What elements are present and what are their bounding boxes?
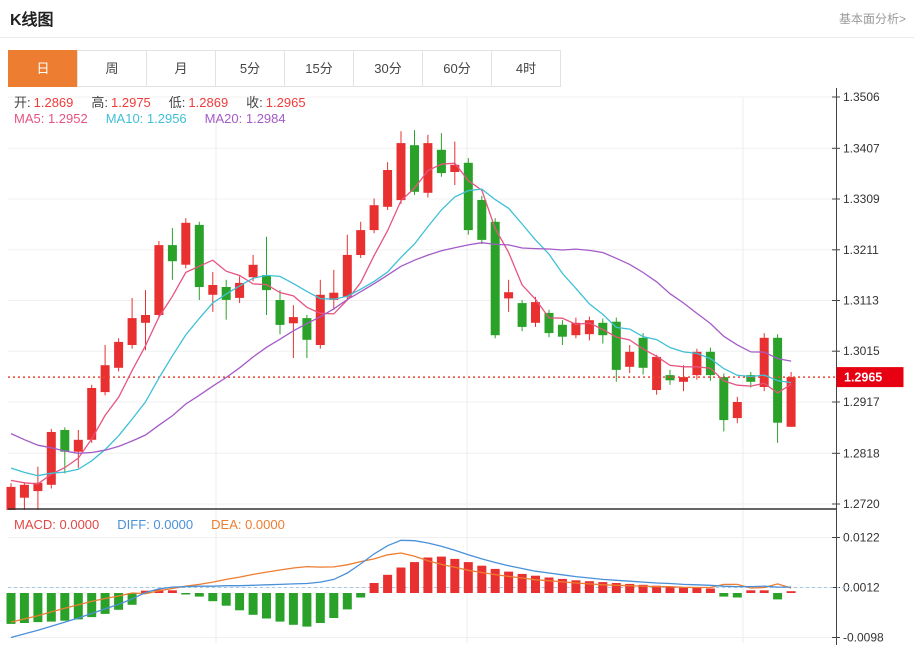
ma-ma10: MA10: 1.2956 — [105, 111, 187, 126]
ohlc-high: 高: 1.2975 — [91, 95, 150, 110]
price-tick: 1.3015 — [843, 344, 880, 358]
ohlc-high-label: 高: — [91, 95, 109, 110]
fundamental-analysis-link[interactable]: 基本面分析> — [838, 12, 906, 26]
ma-ma5: MA5: 1.2952 — [14, 111, 88, 126]
macd-macd: MACD: 0.0000 — [14, 517, 100, 532]
price-tick: 1.3506 — [843, 90, 880, 104]
ohlc-high-value: 1.2975 — [111, 95, 151, 110]
price-tick: 1.3309 — [843, 192, 880, 206]
tab-15min[interactable]: 15分 — [284, 50, 354, 87]
current-price-badge — [836, 367, 904, 388]
macd-diff: DIFF: 0.0000 — [117, 517, 194, 532]
ohlc-open-value: 1.2869 — [33, 95, 74, 110]
tab-5min[interactable]: 5分 — [215, 50, 285, 87]
ohlc-low-value: 1.2869 — [188, 95, 229, 110]
ohlc-close-label: 收: — [246, 95, 263, 110]
ma-legend: MA5: 1.2952 MA10: 1.2956 MA20: 1.2984 — [14, 111, 304, 126]
price-tick: 1.3211 — [843, 243, 879, 257]
timeframe-tabs: 日周月 5分 15分 30分 60分 4时 — [8, 50, 561, 87]
price-tick: 1.2720 — [843, 497, 880, 510]
tab-30min[interactable]: 30分 — [353, 50, 423, 87]
ohlc-open-label: 开: — [14, 95, 31, 110]
price-tick: 1.3113 — [843, 294, 879, 308]
tab-week[interactable]: 周 — [77, 50, 147, 87]
price-tick: 1.2917 — [843, 395, 880, 409]
macd-tick: 0.0012 — [843, 581, 880, 595]
macd-tick: -0.0098 — [843, 631, 884, 645]
macd-tick: 0.0122 — [843, 531, 880, 545]
ohlc-close-value: 1.2965 — [265, 95, 306, 110]
ohlc-close: 收: 1.2965 — [246, 95, 305, 110]
tab-60min[interactable]: 60分 — [422, 50, 492, 87]
tab-month[interactable]: 月 — [146, 50, 216, 87]
price-tick: 1.3407 — [843, 141, 880, 155]
price-tick: 1.2818 — [843, 446, 880, 460]
ohlc-open: 开: 1.2869 — [14, 95, 73, 110]
ohlc-low: 低: 1.2869 — [169, 95, 228, 110]
page-title: K线图 — [10, 12, 54, 29]
current-price-value: 1.2965 — [844, 371, 882, 385]
ohlc-low-label: 低: — [168, 95, 186, 110]
macd-legend: MACD: 0.0000 DIFF: 0.0000 DEA: 0.0000 — [14, 517, 303, 532]
macd-dea: DEA: 0.0000 — [211, 517, 285, 532]
header-divider — [0, 37, 914, 38]
ma-ma20: MA20: 1.2984 — [204, 111, 286, 126]
tab-day[interactable]: 日 — [8, 50, 78, 87]
macd-chart: 0.0122 0.0012 -0.0098 — [6, 510, 884, 645]
ohlc-legend: 开: 1.2869 高: 1.2975 低: 1.2869 收: 1.2965 — [14, 92, 324, 111]
tab-4hour[interactable]: 4时 — [491, 50, 561, 87]
candlestick-chart: 1.3506 1.3407 1.3309 1.3211 1.3113 1.3015 1.29… — [6, 88, 904, 510]
